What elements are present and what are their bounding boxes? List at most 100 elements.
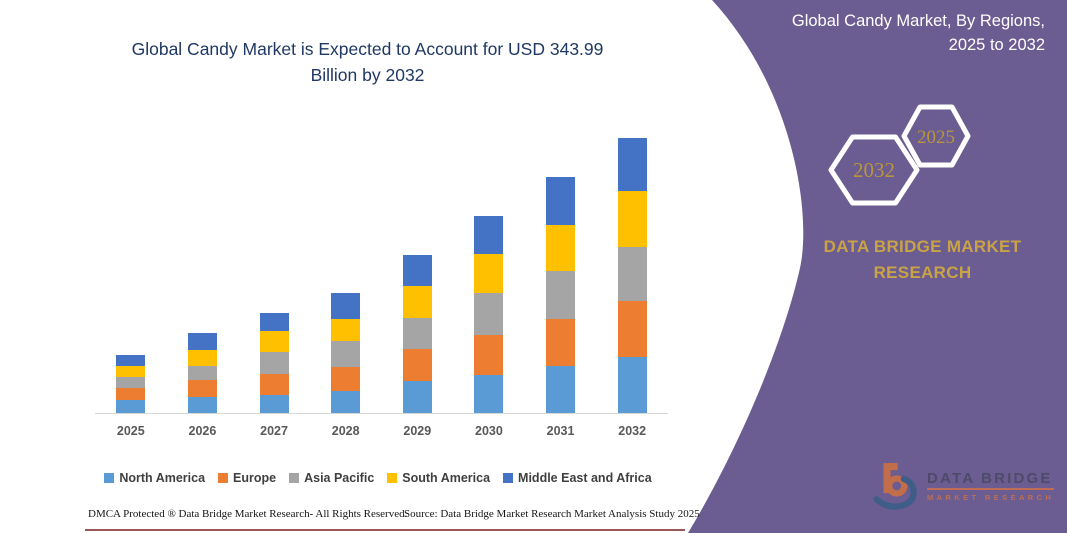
bar-segment-2027-south-america — [259, 331, 289, 353]
bar-segment-2030-europe — [474, 334, 504, 375]
bar-segment-2031-south-america — [546, 225, 576, 272]
legend-label: Asia Pacific — [304, 471, 375, 485]
hexagon-2025 — [901, 104, 971, 168]
bar-segment-2026-europe — [187, 380, 217, 397]
x-axis-label-2032: 2032 — [618, 424, 647, 438]
legend-item-middle-east-and-africa: Middle East and Africa — [503, 471, 652, 485]
bar-segment-2032-middle-east-and-africa — [617, 137, 647, 191]
bar-segment-2025-europe — [116, 388, 146, 401]
stacked-bar-2027 — [259, 313, 289, 413]
bar-segment-2030-asia-pacific — [474, 293, 504, 335]
stacked-bar-2026 — [187, 333, 217, 413]
legend-item-europe: Europe — [218, 471, 276, 485]
x-axis-label-2027: 2027 — [260, 424, 288, 438]
bar-segment-2029-middle-east-and-africa — [402, 255, 432, 286]
bar-segment-2028-asia-pacific — [331, 341, 361, 368]
bar-segment-2030-north-america — [474, 374, 504, 413]
bar-segment-2025-middle-east-and-africa — [116, 354, 146, 366]
bar-segment-2028-europe — [331, 367, 361, 391]
bar-segment-2027-europe — [259, 373, 289, 395]
legend-item-north-america: North America — [104, 471, 205, 485]
bar-segment-2031-europe — [546, 318, 576, 366]
data-bridge-logo: DATA BRIDGE MARKET RESEARCH — [872, 458, 1055, 514]
bar-segment-2025-asia-pacific — [116, 377, 146, 389]
footer-source-text: Source: Data Bridge Market Research Mark… — [404, 508, 700, 520]
bottom-divider-line — [85, 529, 685, 531]
legend-label: Europe — [233, 471, 277, 485]
x-axis-line — [95, 413, 668, 414]
bar-slot-2029 — [382, 80, 454, 413]
bar-slot-2027 — [238, 80, 310, 413]
bar-segment-2031-middle-east-and-africa — [546, 177, 576, 226]
bars — [95, 80, 668, 413]
legend: North America Europe Asia Pacific South Ame… — [78, 471, 678, 485]
bar-segment-2031-asia-pacific — [546, 271, 576, 319]
bar-segment-2026-north-america — [187, 397, 217, 413]
stacked-bar-2028 — [331, 293, 361, 413]
legend-item-asia-pacific: Asia Pacific — [289, 471, 374, 485]
legend-label: North America — [119, 471, 206, 485]
side-panel-shape-path — [688, 0, 1067, 533]
hexagon-2032-year: 2032 — [853, 158, 895, 182]
brand-wordmark: DATA BRIDGE MARKET RESEARCH — [790, 234, 1055, 285]
bar-segment-2028-north-america — [331, 390, 361, 413]
bar-segment-2030-south-america — [474, 253, 504, 294]
legend-swatch-icon — [387, 473, 398, 483]
x-axis-label-2030: 2030 — [475, 424, 503, 438]
bar-segment-2029-asia-pacific — [402, 317, 432, 349]
brand-line-1: DATA BRIDGE MARKET — [823, 237, 1022, 256]
x-axis-label-2028: 2028 — [331, 424, 360, 438]
legend-swatch-icon — [503, 473, 514, 483]
legend-swatch-icon — [104, 473, 115, 483]
bar-segment-2030-middle-east-and-africa — [474, 216, 504, 254]
chart-title-line-2: Billion by 2032 — [310, 65, 425, 86]
x-axis-label-2031: 2031 — [546, 424, 575, 438]
logo-subtitle: MARKET RESEARCH — [927, 493, 1055, 502]
stacked-bar-2032 — [617, 137, 647, 413]
legend-label: South America — [402, 471, 491, 485]
bar-segment-2026-middle-east-and-africa — [187, 333, 217, 350]
bar-segment-2025-south-america — [116, 365, 146, 378]
hexagon-2032 — [828, 134, 920, 206]
bar-segment-2028-middle-east-and-africa — [331, 293, 361, 320]
bar-segment-2027-middle-east-and-africa — [259, 313, 289, 332]
bar-slot-2032 — [596, 80, 668, 413]
x-axis-label-2025: 2025 — [116, 424, 145, 438]
stacked-bar-2029 — [402, 255, 432, 413]
bar-segment-2029-europe — [402, 349, 432, 381]
bar-slot-2025 — [95, 80, 167, 413]
stacked-bar-2025 — [116, 354, 146, 413]
legend-label: Middle East and Africa — [518, 471, 652, 485]
hexagon-2025-year: 2025 — [917, 127, 955, 148]
x-axis-label-2026: 2026 — [188, 424, 217, 438]
data-bridge-logo-icon — [873, 463, 917, 510]
logo-name: DATA BRIDGE — [927, 470, 1055, 490]
bar-segment-2025-north-america — [116, 400, 146, 413]
stacked-bar-2031 — [546, 177, 576, 413]
bar-segment-2032-south-america — [617, 190, 647, 247]
footer-dmca-text: DMCA Protected ® Data Bridge Market Rese… — [88, 508, 408, 520]
x-axis-label-2029: 2029 — [403, 424, 432, 438]
chart-title: Global Candy Market is Expected to Accou… — [85, 36, 650, 89]
stacked-bar-2030 — [474, 216, 504, 413]
bar-slot-2031 — [525, 80, 597, 413]
bar-slot-2030 — [453, 80, 525, 413]
side-panel-title: Global Candy Market, By Regions, 2025 to… — [715, 10, 1045, 58]
bar-segment-2028-south-america — [331, 319, 361, 342]
hexagon-badges: 2032 2025 — [828, 104, 971, 206]
bar-segment-2026-south-america — [187, 349, 217, 366]
legend-swatch-icon — [289, 473, 300, 483]
bar-slot-2026 — [167, 80, 239, 413]
bar-segment-2027-asia-pacific — [259, 352, 289, 374]
bar-segment-2029-south-america — [402, 285, 432, 318]
bar-segment-2032-europe — [617, 301, 647, 357]
legend-item-south-america: South America — [387, 471, 490, 485]
bar-segment-2032-north-america — [617, 357, 647, 413]
x-axis-labels: 2025 2026 2027 2028 2029 2030 2031 2032 — [95, 424, 668, 438]
bar-segment-2026-asia-pacific — [187, 365, 217, 381]
side-panel-title-line-1: Global Candy Market, By Regions, — [791, 12, 1045, 30]
bar-segment-2027-north-america — [259, 394, 289, 413]
side-panel-title-line-2: 2025 to 2032 — [948, 35, 1045, 54]
